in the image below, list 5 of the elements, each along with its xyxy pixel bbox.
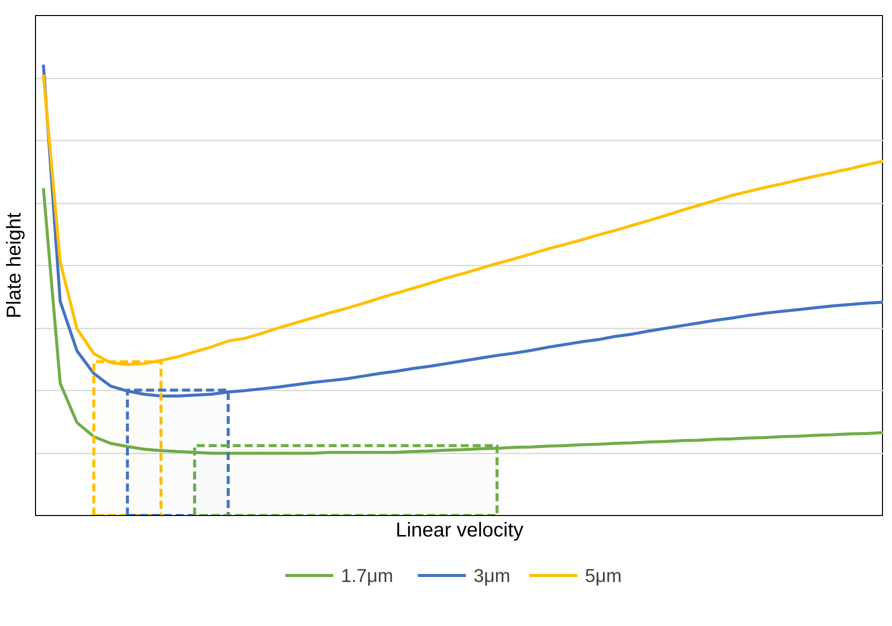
legend-label: 3μm [474, 565, 510, 586]
legend-label: 5μm [585, 565, 622, 586]
legend-label: 1.7μm [340, 565, 394, 586]
x-axis-title: Linear velocity [396, 520, 524, 542]
y-axis-title: Plate height [4, 212, 26, 318]
